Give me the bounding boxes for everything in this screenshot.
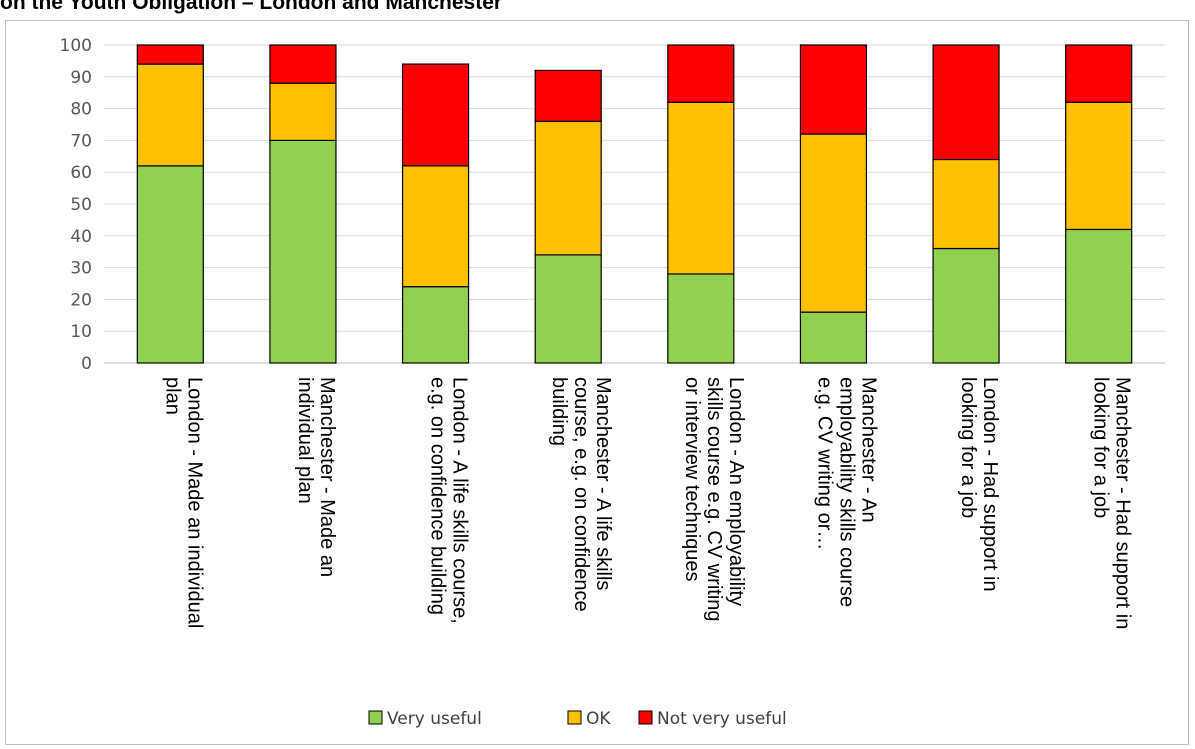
y-tick-label: 80 [70, 100, 92, 120]
legend-swatch [567, 710, 582, 725]
y-tick-label: 10 [70, 322, 92, 342]
bar-segment-ok [932, 158, 1000, 250]
category-label: London - A life skills course,e.g. on co… [427, 377, 471, 624]
bar-segment-very-useful [269, 139, 337, 364]
category-label-line: building [548, 377, 570, 446]
category-label-line: Manchester - Made an [316, 377, 338, 577]
bar-segment-not-very-useful [667, 44, 735, 103]
bar-segment-not-very-useful [534, 69, 602, 122]
category-label-line: plan [161, 377, 183, 415]
category-label-line: Manchester - A life skills [592, 377, 614, 590]
bar-segment-not-very-useful [799, 44, 868, 135]
y-axis: 0 10 20 30 40 50 60 70 80 90 100 [60, 36, 92, 374]
bar-segment-ok [269, 82, 337, 142]
bar-segment-ok [799, 133, 868, 313]
y-tick-label: 0 [81, 354, 92, 374]
category-label-line: London - Made an individual [183, 377, 205, 628]
bar-segment-ok [667, 101, 735, 275]
category-label-line: individual plan [294, 377, 316, 504]
gridlines [104, 44, 1165, 364]
category-label-line: e.g. CV writing or… [813, 377, 835, 550]
y-tick-label: 70 [70, 131, 92, 151]
category-label-line: London - A life skills course, [449, 377, 471, 624]
category-label-line: London - An employability [725, 377, 747, 606]
y-tick-label: 100 [60, 36, 92, 56]
bar-segment-not-very-useful [1065, 44, 1133, 103]
bars [136, 44, 1133, 364]
bar-segment-very-useful [667, 273, 735, 364]
bar-segment-very-useful [136, 165, 204, 364]
bar-segment-not-very-useful [136, 44, 204, 65]
legend-label: Not very useful [657, 709, 787, 729]
legend-label: Very useful [387, 709, 482, 729]
bar-segment-very-useful [799, 311, 868, 364]
category-label-line: course, e.g. on confidence [570, 377, 592, 612]
y-tick-label: 40 [70, 227, 92, 247]
category-label-line: employability skills course [835, 377, 857, 607]
y-tick-label: 30 [70, 259, 92, 279]
page-title: on the Youth Obligation – London and Man… [0, 0, 503, 14]
bar-segment-ok [1065, 101, 1133, 231]
bar-segment-not-very-useful [269, 44, 337, 84]
bar-segment-very-useful [932, 247, 1000, 364]
bar-segment-not-very-useful [932, 44, 1000, 161]
bar-segment-very-useful [534, 254, 602, 364]
legend-swatch [638, 710, 653, 725]
y-tick-label: 90 [70, 68, 92, 88]
bar-segment-ok [136, 63, 204, 167]
legend: Very useful OK Not very useful [368, 709, 787, 729]
bar-segment-not-very-useful [401, 63, 470, 167]
bar-segment-very-useful [401, 286, 470, 364]
category-label-line: London - Had support in [979, 377, 1001, 592]
legend-swatch [368, 710, 383, 725]
legend-label: OK [586, 709, 611, 729]
category-label-line: Manchester - An [857, 377, 879, 523]
category-label-line: skills course e.g. CV writing [703, 377, 725, 622]
y-tick-label: 50 [70, 195, 92, 215]
bar-segment-ok [401, 165, 470, 288]
category-label-line: or interview techniques [681, 377, 703, 582]
y-tick-label: 20 [70, 290, 92, 310]
bar-segment-ok [534, 120, 602, 256]
y-tick-label: 60 [70, 163, 92, 183]
category-label-line: Manchester - Had support in [1112, 377, 1134, 629]
category-label-line: looking for a job [1090, 377, 1112, 518]
category-label-line: looking for a job [957, 377, 979, 518]
category-label-line: e.g. on confidence building [427, 377, 449, 615]
bar-segment-very-useful [1065, 228, 1133, 364]
